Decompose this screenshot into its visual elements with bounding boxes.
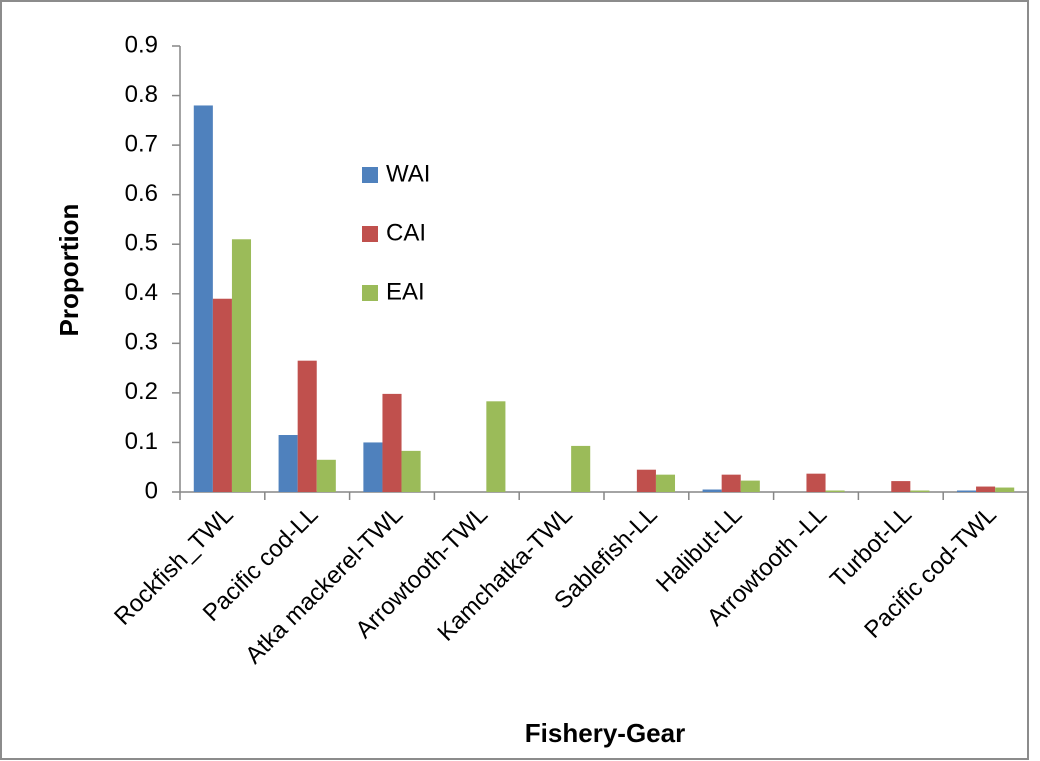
legend-swatch <box>362 226 378 242</box>
bar <box>825 490 845 492</box>
legend-label: EAI <box>386 278 425 305</box>
y-tick-label: 0.4 <box>125 279 158 306</box>
y-tick-label: 0.8 <box>125 81 158 108</box>
bar <box>976 486 996 492</box>
bar <box>721 474 741 492</box>
y-axis-title: Proportion <box>54 204 84 337</box>
bar <box>655 474 676 492</box>
bar <box>193 105 213 492</box>
y-tick-label: 0.1 <box>125 428 158 455</box>
bar <box>486 401 506 492</box>
bar <box>212 298 232 492</box>
bar <box>910 490 930 492</box>
legend-label: WAI <box>386 160 430 187</box>
y-tick-label: 0.5 <box>125 230 158 257</box>
bar <box>702 489 722 492</box>
bar <box>740 480 760 492</box>
bar <box>995 487 1015 492</box>
y-tick-label: 0.9 <box>125 31 158 58</box>
bar <box>806 473 826 492</box>
bar <box>231 239 252 492</box>
bar <box>956 490 977 492</box>
legend-label: CAI <box>386 219 426 246</box>
bar <box>891 481 911 492</box>
y-tick-label: 0 <box>145 477 158 504</box>
x-axis-title: Fishery-Gear <box>525 718 685 748</box>
bar <box>278 435 298 492</box>
bar <box>316 459 336 492</box>
bar <box>636 469 656 492</box>
legend-swatch <box>362 285 378 301</box>
y-tick-label: 0.6 <box>125 180 158 207</box>
bar <box>363 442 383 492</box>
y-tick-label: 0.2 <box>125 378 158 405</box>
legend-swatch <box>362 167 378 183</box>
bar <box>401 450 421 492</box>
bar <box>382 393 402 492</box>
bar <box>297 360 317 492</box>
y-tick-label: 0.7 <box>125 130 158 157</box>
bar <box>571 445 591 492</box>
y-tick-label: 0.3 <box>125 329 158 356</box>
